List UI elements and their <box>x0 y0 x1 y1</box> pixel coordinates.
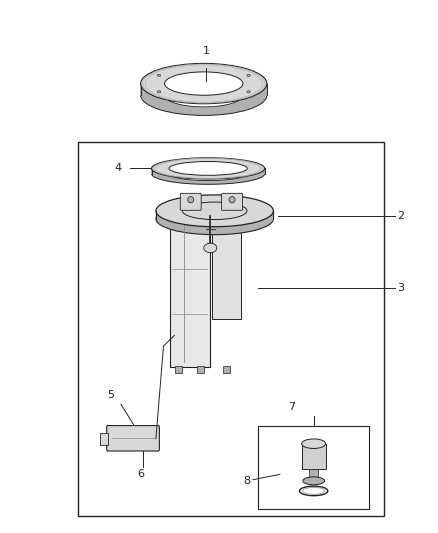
Text: 3: 3 <box>397 282 404 293</box>
Ellipse shape <box>156 203 273 235</box>
Ellipse shape <box>165 84 243 107</box>
Text: 2: 2 <box>397 211 405 221</box>
Bar <box>258 425 369 510</box>
Text: 1: 1 <box>202 46 209 56</box>
Ellipse shape <box>141 63 267 104</box>
Ellipse shape <box>302 439 325 448</box>
Ellipse shape <box>157 74 161 76</box>
Bar <box>302 443 325 469</box>
Ellipse shape <box>156 195 273 227</box>
Text: 4: 4 <box>114 164 121 173</box>
Ellipse shape <box>229 197 235 203</box>
FancyBboxPatch shape <box>180 193 201 211</box>
Ellipse shape <box>187 197 194 203</box>
Ellipse shape <box>165 72 243 95</box>
FancyBboxPatch shape <box>170 216 210 367</box>
Polygon shape <box>156 211 273 219</box>
Ellipse shape <box>169 167 247 181</box>
Text: 8: 8 <box>243 477 251 486</box>
Ellipse shape <box>141 75 267 115</box>
Ellipse shape <box>152 163 265 184</box>
Bar <box>309 469 318 482</box>
Polygon shape <box>247 168 265 174</box>
Polygon shape <box>243 84 267 95</box>
Ellipse shape <box>204 243 217 253</box>
Bar <box>198 366 205 373</box>
Ellipse shape <box>169 161 247 175</box>
Text: 6: 6 <box>137 469 144 479</box>
Ellipse shape <box>303 477 325 485</box>
Ellipse shape <box>247 91 251 93</box>
Text: 5: 5 <box>108 390 115 400</box>
Ellipse shape <box>247 74 251 76</box>
Bar <box>78 142 385 516</box>
Ellipse shape <box>157 91 161 93</box>
Polygon shape <box>152 168 169 174</box>
Text: 7: 7 <box>289 402 296 413</box>
Bar <box>100 433 108 445</box>
Polygon shape <box>141 84 165 95</box>
FancyBboxPatch shape <box>107 425 159 451</box>
Ellipse shape <box>152 158 265 179</box>
FancyBboxPatch shape <box>222 193 243 211</box>
Bar <box>175 366 182 373</box>
FancyBboxPatch shape <box>212 216 241 319</box>
Bar <box>223 366 230 373</box>
